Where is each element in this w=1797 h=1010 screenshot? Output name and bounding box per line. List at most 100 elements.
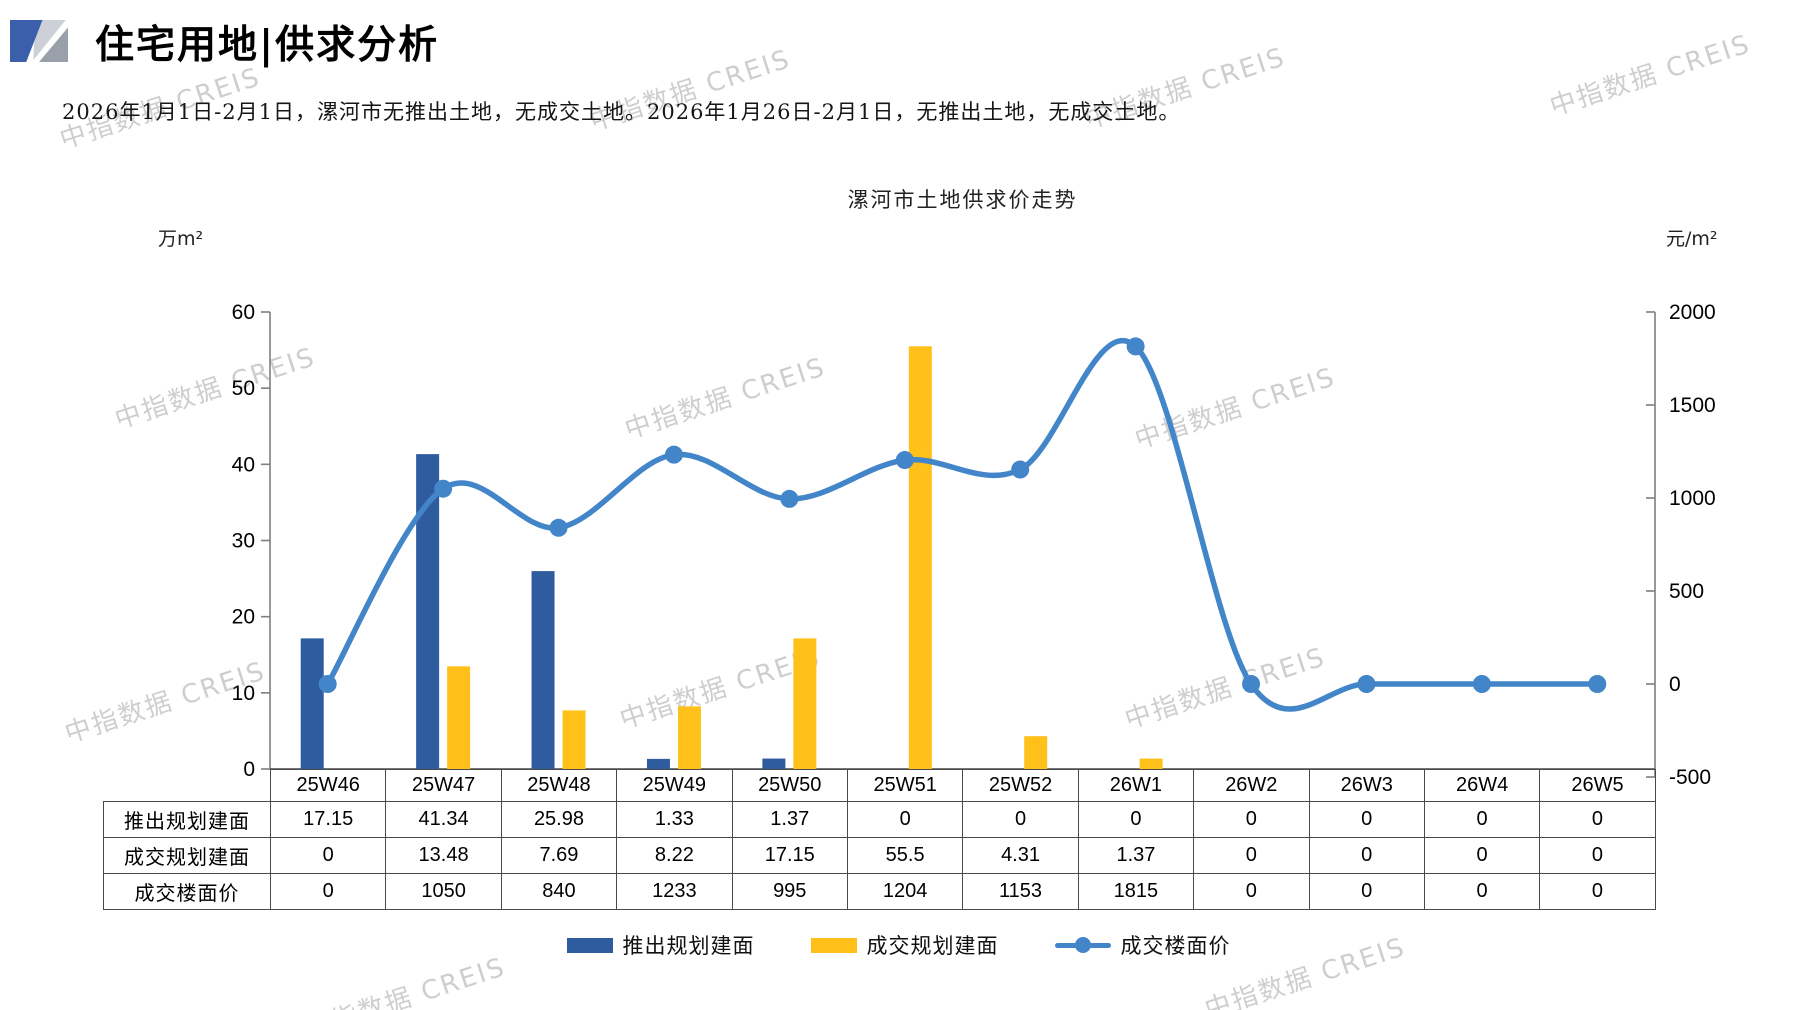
week-label-cell: 25W52 [962,769,1079,802]
table-value-cell: 0 [846,801,964,838]
table-value-cell: 0 [1308,801,1425,838]
data-table: 25W46 25W47 25W48 25W49 25W50 25W51 25W52 26W1 2… [103,769,1656,910]
price-marker [1588,675,1607,693]
legend-label: 推出规划建面 [622,934,755,958]
legend-swatch-supply-icon [566,937,613,953]
legend-swatch-transaction-icon [810,937,857,953]
week-label-cell: 26W3 [1308,769,1425,802]
row-label-cell: 成交楼面价 [103,873,271,910]
table-value-cell: 13.48 [385,837,502,874]
table-value-cell: 17.15 [731,837,848,874]
table-value-cell: 0 [269,873,387,910]
week-label-cell: 25W47 [385,769,502,802]
table-value-cell: 25.98 [500,801,618,838]
week-label-cell: 26W2 [1193,769,1310,802]
week-label-cell: 25W48 [500,769,618,802]
price-marker [1011,460,1030,479]
left-axis-tick-label: 0 [243,758,255,781]
table-value-cell: 1233 [616,873,733,910]
week-label-cell: 26W4 [1423,769,1541,802]
table-row: 推出规划建面 17.15 41.34 25.98 1.33 1.37 0 0 0 0 0 0 0 [103,801,1656,838]
right-axis-tick-label: 1000 [1669,487,1716,510]
table-value-cell: 55.5 [846,837,964,874]
table-row: 成交规划建面 0 13.48 7.69 8.22 17.15 55.5 4.31 1.37 0 0 0… [103,837,1656,874]
table-value-cell: 41.34 [385,801,502,838]
week-label-cell: 25W49 [616,769,733,802]
bar-transaction [447,666,471,769]
table-corner-cell [104,770,271,802]
table-value-cell: 0 [1308,837,1425,874]
legend-label: 成交楼面价 [1120,934,1231,958]
left-axis-tick-label: 10 [232,682,255,705]
left-axis-unit: 万m² [158,228,204,250]
right-axis-tick-label: 500 [1669,580,1704,603]
brand-logo [10,20,68,62]
price-marker [1357,675,1376,693]
right-axis-tick-label: 2000 [1669,301,1716,324]
left-axis-tick-label: 30 [232,530,255,553]
table-value-cell: 7.69 [500,837,618,874]
left-axis-tick-label: 20 [232,606,255,629]
table-value-cell: 0 [1539,837,1656,874]
table-value-cell: 0 [962,801,1079,838]
bar-transaction [793,638,817,769]
table-value-cell: 17.15 [269,801,387,838]
table-value-cell: 1153 [962,873,1079,910]
left-axis-tick-label: 50 [232,377,255,400]
table-value-cell: 0 [1077,801,1195,838]
table-value-cell: 4.31 [962,837,1079,874]
bar-transaction [908,346,932,769]
price-marker [664,445,683,464]
price-marker [549,518,568,537]
legend-item-supply: 推出规划建面 [566,930,755,960]
bar-supply [416,454,440,769]
week-label-cell: 25W51 [846,769,964,802]
price-marker [1472,675,1491,693]
table-value-cell: 995 [731,873,848,910]
table-value-cell: 1.33 [616,801,733,838]
price-marker [1242,675,1261,693]
right-axis-tick-label: -500 [1669,766,1711,789]
bar-transaction [1024,736,1048,769]
page-title: 住宅用地|供求分析 [95,22,440,68]
row-label-cell: 成交规划建面 [103,837,271,874]
price-marker [434,479,453,498]
price-marker [780,489,799,508]
table-value-cell: 840 [500,873,618,910]
table-value-cell: 1.37 [731,801,848,838]
table-value-cell: 0 [1193,837,1310,874]
table-value-cell: 0 [1423,873,1541,910]
table-value-cell: 1815 [1077,873,1195,910]
bar-transaction [562,710,586,769]
right-axis-tick-label: 0 [1669,673,1681,696]
week-label-cell: 25W50 [731,769,848,802]
bar-supply [762,758,786,769]
chart-legend: 推出规划建面 成交规划建面 成交楼面价 [0,930,1797,960]
price-marker [895,451,914,470]
bar-transaction [1139,758,1163,769]
table-row: 成交楼面价 0 1050 840 1233 995 1204 1153 1815 0 0 0 0 [103,873,1656,910]
row-label-cell: 推出规划建面 [103,801,271,838]
price-marker [318,675,337,693]
table-value-cell: 0 [1423,801,1541,838]
legend-line-icon [1054,937,1111,953]
bar-supply [300,638,324,769]
chart-title: 漯河市土地供求价走势 [847,188,1078,212]
legend-item-price: 成交楼面价 [1054,930,1231,960]
right-axis-unit: 元/m² [1666,228,1718,250]
left-axis-tick-label: 60 [232,301,255,324]
summary-text: 2026年1月1日-2月1日，漯河市无推出土地，无成交土地。2026年1月26日… [62,100,1181,124]
table-value-cell: 8.22 [616,837,733,874]
week-label-cell: 26W1 [1077,769,1195,802]
table-value-cell: 1.37 [1077,837,1195,874]
bar-supply [646,758,670,769]
table-value-cell: 1050 [385,873,502,910]
table-value-cell: 0 [1193,801,1310,838]
bar-transaction [677,706,701,769]
table-value-cell: 0 [1308,873,1425,910]
bar-supply [531,571,555,769]
week-label-cell: 26W5 [1539,769,1656,802]
legend-label: 成交规划建面 [866,934,999,958]
table-value-cell: 0 [1193,873,1310,910]
